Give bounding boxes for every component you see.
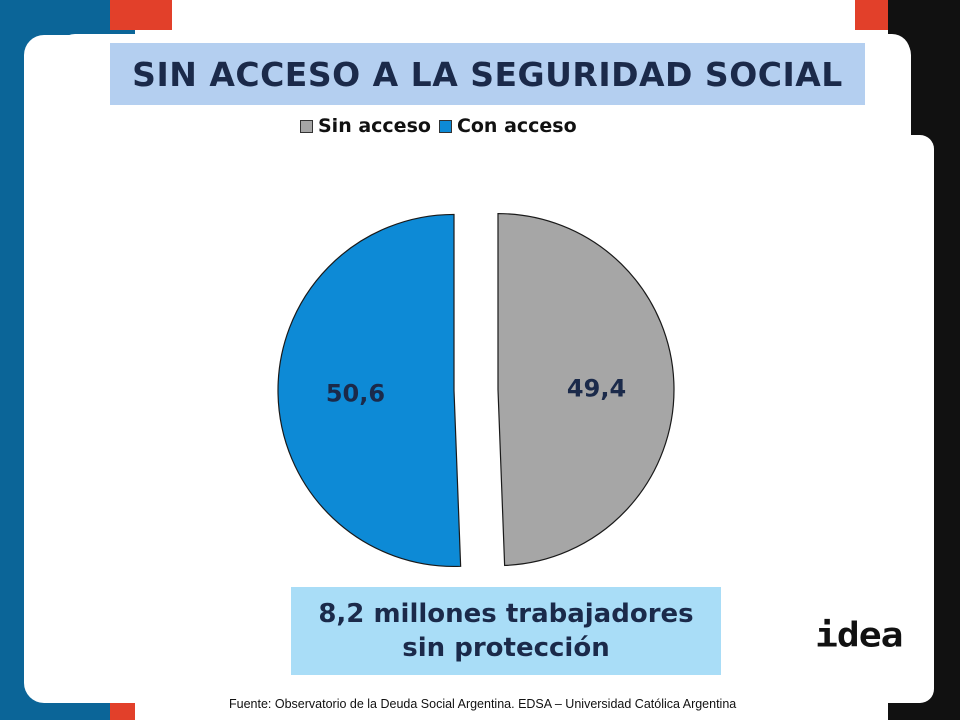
chart-legend: Sin acceso Con acceso xyxy=(300,112,577,140)
legend-label: Sin acceso xyxy=(318,115,431,137)
frame-red-accent xyxy=(855,0,888,30)
idea-logo: idea xyxy=(815,615,904,655)
source-footnote: Fuente: Observatorio de la Deuda Social … xyxy=(229,697,737,711)
legend-label: Con acceso xyxy=(456,115,577,137)
callout-line-1: 8,2 millones trabajadores xyxy=(318,599,694,629)
legend-entry-sin-acceso: Sin acceso xyxy=(300,115,431,137)
legend-swatch xyxy=(300,119,313,133)
legend-entry-con-acceso: Con acceso xyxy=(438,115,577,137)
callout-box: 8,2 millones trabajadores sin protección xyxy=(291,587,721,675)
legend-swatch xyxy=(438,119,452,133)
callout-line-2: sin protección xyxy=(402,633,610,663)
chart-title: SIN ACCESO A LA SEGURIDAD SOCIAL xyxy=(132,54,843,94)
frame-red-accent xyxy=(110,0,172,30)
chart-title-box: SIN ACCESO A LA SEGURIDAD SOCIAL xyxy=(110,43,865,105)
content-panel-side xyxy=(870,135,934,703)
